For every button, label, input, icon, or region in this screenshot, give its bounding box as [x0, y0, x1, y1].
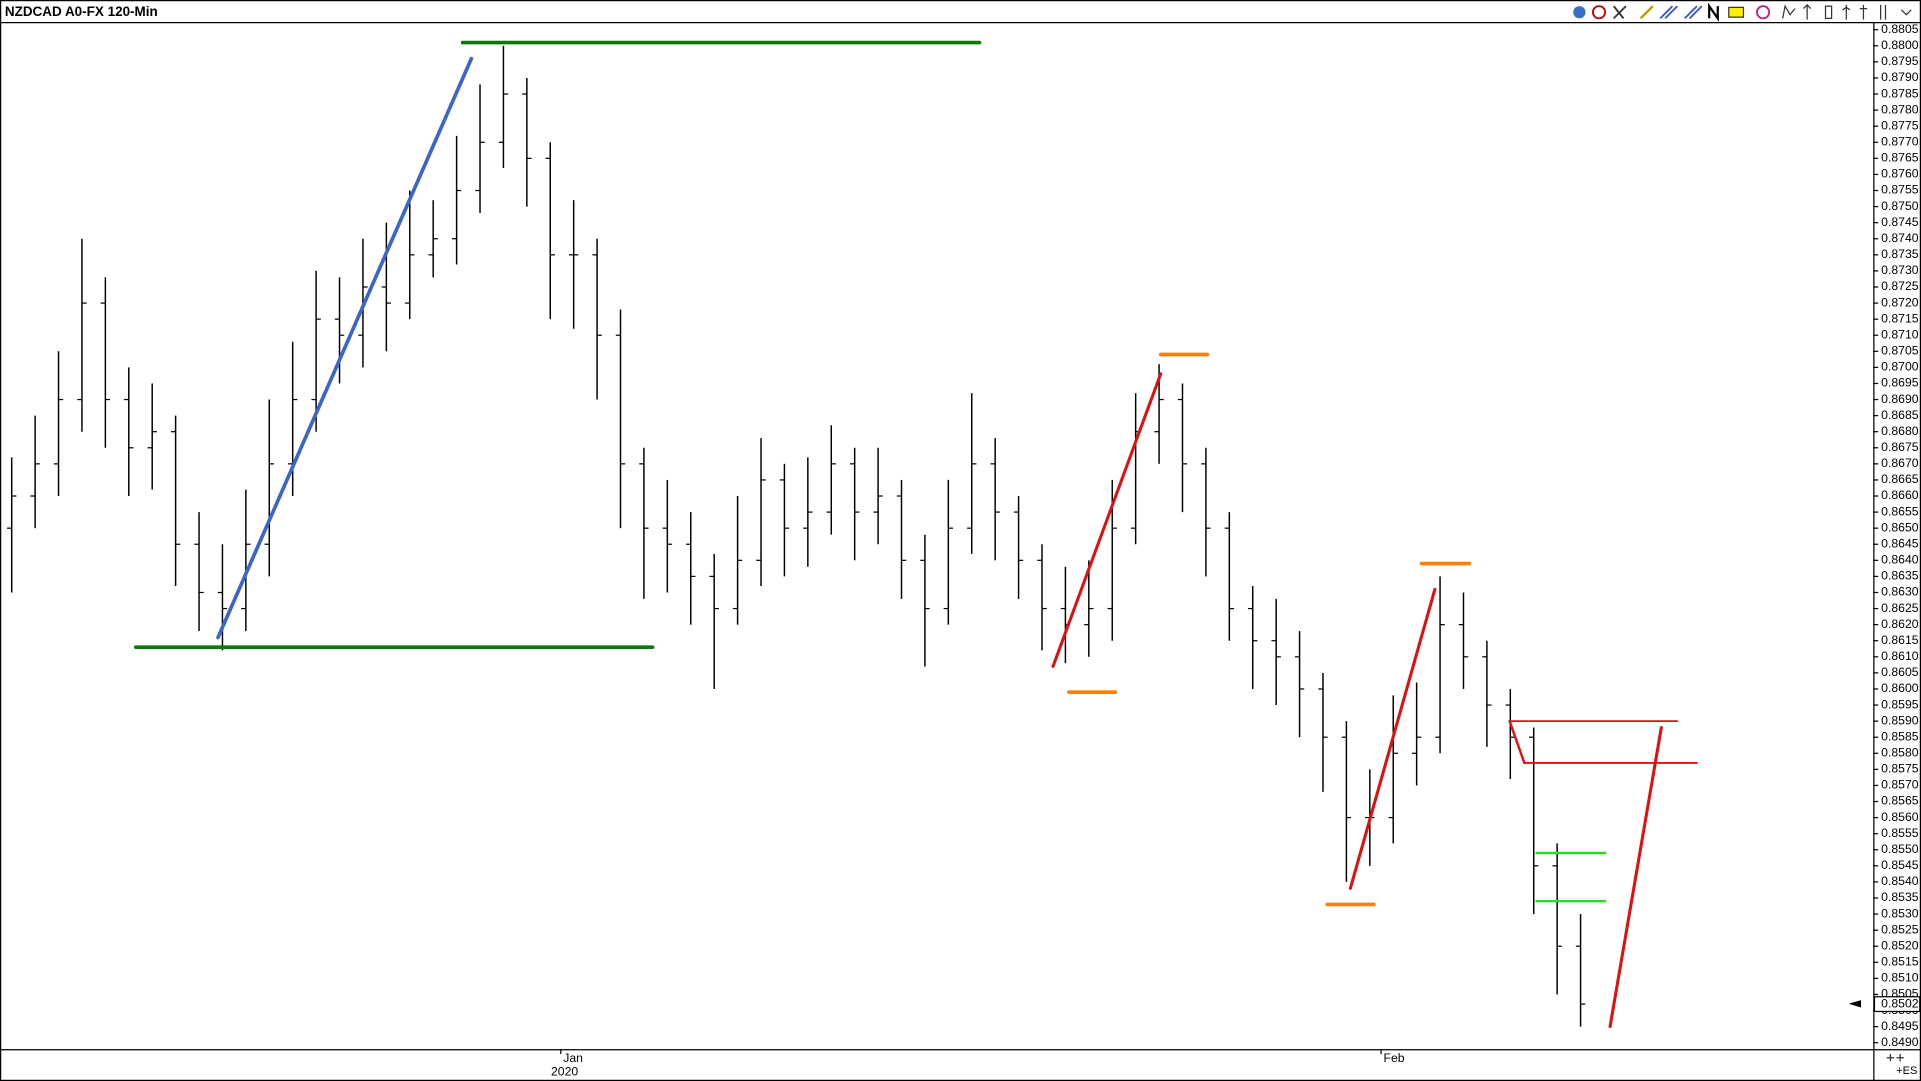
zoom-icon[interactable]	[1886, 1054, 1904, 1062]
y-tick-label: 0.8600	[1881, 681, 1919, 695]
tool-icon[interactable]	[1803, 4, 1812, 20]
y-tick-label: 0.8735	[1881, 247, 1919, 261]
y-tick-label: 0.8570	[1881, 778, 1919, 792]
tool-icon[interactable]	[1612, 5, 1627, 20]
tool-icon[interactable]	[1859, 4, 1868, 20]
y-tick-label: 0.8665	[1881, 472, 1919, 486]
y-tick-label: 0.8620	[1881, 617, 1919, 631]
y-tick-label: 0.8690	[1881, 392, 1919, 406]
tool-icon[interactable]	[1900, 9, 1912, 16]
y-tick-label: 0.8710	[1881, 327, 1919, 341]
y-tick-label: 0.8750	[1881, 199, 1919, 213]
y-tick-label: 0.8560	[1881, 810, 1919, 824]
last-price-arrow	[1848, 1000, 1862, 1008]
y-tick-label: 0.8605	[1881, 665, 1919, 679]
y-tick-label: 0.8695	[1881, 376, 1919, 390]
drawing-line	[216, 56, 474, 640]
chart-title: NZDCAD A0-FX 120-Min	[5, 4, 158, 19]
y-tick-label: 0.8535	[1881, 890, 1919, 904]
corner-label: +ES	[1896, 1065, 1917, 1077]
y-tick-label: 0.8765	[1881, 151, 1919, 165]
y-tick-label: 0.8780	[1881, 102, 1919, 116]
y-tick-label: 0.8660	[1881, 488, 1919, 502]
y-tick-label: 0.8580	[1881, 746, 1919, 760]
tool-icon[interactable]	[1684, 5, 1703, 20]
y-tick-label: 0.8705	[1881, 344, 1919, 358]
y-tick-label: 0.8635	[1881, 569, 1919, 583]
y-tick-label: 0.8630	[1881, 585, 1919, 599]
y-tick-label: 0.8645	[1881, 536, 1919, 550]
y-tick-label: 0.8670	[1881, 456, 1919, 470]
y-tick-label: 0.8755	[1881, 183, 1919, 197]
y-tick-label: 0.8685	[1881, 408, 1919, 422]
y-tick-label: 0.8490	[1881, 1035, 1919, 1049]
y-tick-label: 0.8725	[1881, 279, 1919, 293]
y-tick-label: 0.8550	[1881, 842, 1919, 856]
y-tick-label: 0.8615	[1881, 633, 1919, 647]
y-tick-label: 0.8565	[1881, 794, 1919, 808]
x-tick-sublabel: 2020	[551, 1065, 578, 1079]
y-tick-label: 0.8700	[1881, 360, 1919, 374]
y-tick-label: 0.8730	[1881, 263, 1919, 277]
y-tick-label: 0.8680	[1881, 424, 1919, 438]
plot-area	[7, 40, 1698, 1029]
y-tick-label: 0.8495	[1881, 1019, 1919, 1033]
y-tick-label: 0.8595	[1881, 697, 1919, 711]
y-tick-label: 0.8540	[1881, 874, 1919, 888]
x-tick-label: Jan	[563, 1051, 583, 1065]
y-tick-label: 0.8745	[1881, 215, 1919, 229]
drawing-line	[1608, 726, 1663, 1029]
y-tick-label: 0.8590	[1881, 713, 1919, 727]
y-tick-label: 0.8775	[1881, 118, 1919, 132]
drawing-line	[1508, 719, 1526, 765]
drawing-line	[1348, 587, 1437, 890]
last-price-box	[1873, 996, 1921, 1013]
tool-icon[interactable]	[1728, 6, 1745, 18]
y-tick-label: 0.8800	[1881, 38, 1919, 52]
y-tick-label: 0.8610	[1881, 649, 1919, 663]
toolbar	[1573, 2, 1912, 22]
tool-icon[interactable]	[1879, 4, 1887, 20]
y-tick-label: 0.8520	[1881, 938, 1919, 952]
y-tick-label: 0.8530	[1881, 906, 1919, 920]
y-tick-label: 0.8640	[1881, 553, 1919, 567]
y-tick-label: 0.8790	[1881, 70, 1919, 84]
tool-icon[interactable]	[1842, 4, 1851, 20]
y-tick-label: 0.8585	[1881, 729, 1919, 743]
y-tick-label: 0.8575	[1881, 762, 1919, 776]
tool-icon[interactable]	[1591, 5, 1607, 20]
y-tick-label: 0.8760	[1881, 167, 1919, 181]
y-tick-label: 0.8740	[1881, 231, 1919, 245]
tool-icon[interactable]	[1708, 2, 1719, 22]
y-tick-label: 0.8805	[1881, 22, 1919, 36]
y-tick-label: 0.8650	[1881, 520, 1919, 534]
last-price-label: 0.8502	[1881, 996, 1919, 1010]
y-tick-label: 0.8515	[1881, 955, 1919, 969]
y-tick-label: 0.8720	[1881, 295, 1919, 309]
y-tick-label: 0.8625	[1881, 601, 1919, 615]
y-tick-label: 0.8555	[1881, 826, 1919, 840]
drawing-line	[1051, 372, 1163, 668]
tool-icon[interactable]	[1639, 5, 1654, 20]
y-tick-label: 0.8770	[1881, 135, 1919, 149]
tool-icon[interactable]	[1659, 5, 1679, 20]
y-tick-label: 0.8525	[1881, 922, 1919, 936]
x-tick-label: Feb	[1384, 1051, 1405, 1065]
y-tick-label: 0.8545	[1881, 858, 1919, 872]
y-tick-label: 0.8510	[1881, 971, 1919, 985]
tool-icon[interactable]	[1756, 5, 1771, 20]
tool-icon[interactable]	[1573, 6, 1586, 19]
tool-icon[interactable]	[1782, 4, 1796, 19]
y-tick-label: 0.8715	[1881, 311, 1919, 325]
y-tick-label: 0.8675	[1881, 440, 1919, 454]
y-tick-label: 0.8655	[1881, 504, 1919, 518]
y-tick-label: 0.8785	[1881, 86, 1919, 100]
y-tick-label: 0.8795	[1881, 54, 1919, 68]
tool-icon[interactable]	[1824, 5, 1833, 19]
